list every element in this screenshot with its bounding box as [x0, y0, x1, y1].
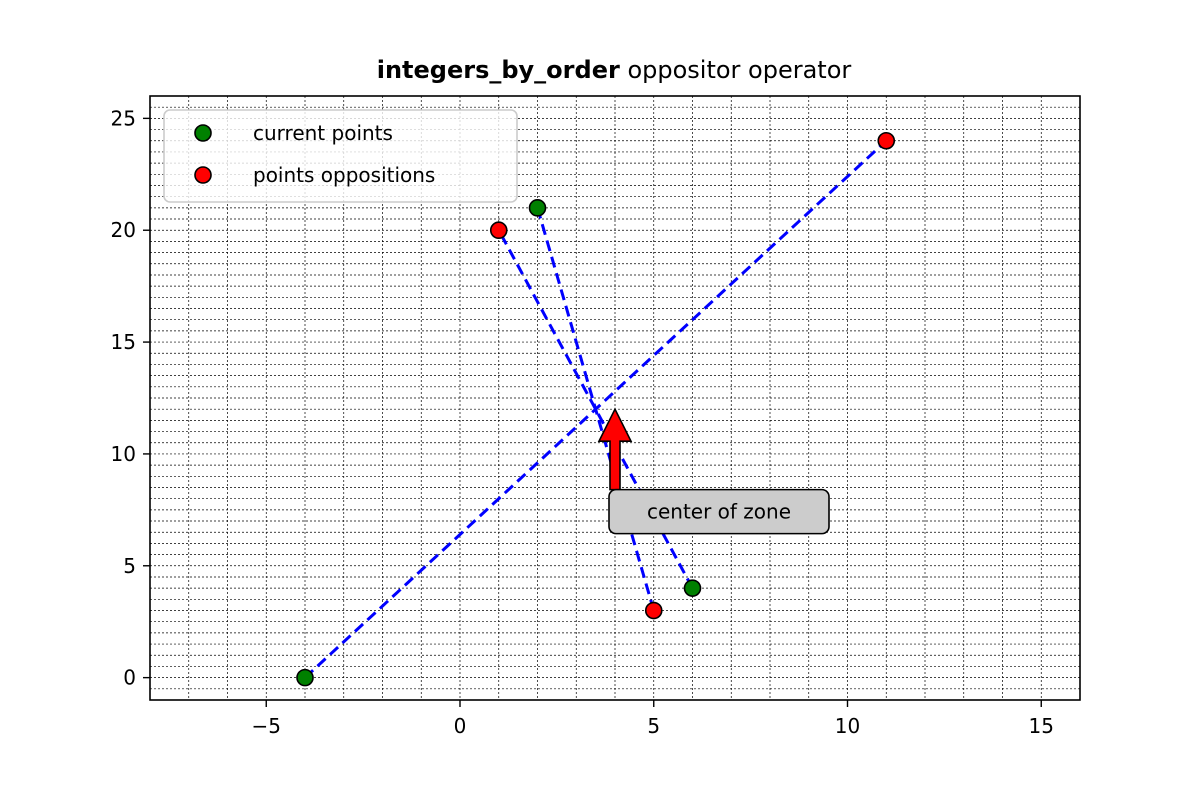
- y-tick-label: 25: [111, 106, 136, 130]
- opposition-point: [489, 221, 508, 240]
- y-tick-label: 15: [111, 330, 136, 354]
- annotation-label: center of zone: [647, 500, 791, 524]
- legend-marker: [194, 166, 212, 184]
- legend: current points points oppositions: [163, 109, 518, 203]
- y-tick-label: 10: [111, 442, 136, 466]
- legend-box: [163, 109, 518, 203]
- chart-title-rest: oppositor operator: [620, 56, 852, 84]
- legend-marker: [194, 124, 212, 142]
- current-point: [683, 579, 702, 597]
- x-tick-label: 5: [647, 714, 660, 738]
- pair-lines: [303, 139, 888, 679]
- current-point: [528, 199, 547, 217]
- annotation-box: [608, 488, 830, 535]
- opposition-point: [644, 601, 663, 620]
- x-tick-label: 0: [454, 714, 467, 738]
- legend-label: current points: [253, 121, 393, 145]
- x-tick-label: 15: [1029, 714, 1054, 738]
- data-points: [296, 131, 896, 687]
- legend-label: points oppositions: [253, 163, 435, 187]
- pair-line: [536, 207, 656, 611]
- y-tick-label: 20: [111, 218, 136, 242]
- y-tick-label: 0: [123, 666, 136, 690]
- x-tick-label: −5: [252, 714, 281, 738]
- annotation: center of zone: [597, 407, 830, 535]
- current-point: [296, 668, 314, 687]
- x-tick-label: 10: [835, 714, 860, 738]
- chart-title: integers_by_order oppositor operator: [377, 56, 852, 84]
- y-tick-label: 5: [123, 554, 136, 578]
- axes-frame: [149, 95, 1081, 701]
- chart-title-bold: integers_by_order: [377, 56, 620, 84]
- axis-ticks: −5 0 5 10 15 0 5 10 15 20 25: [111, 106, 1054, 738]
- opposition-point: [877, 131, 896, 150]
